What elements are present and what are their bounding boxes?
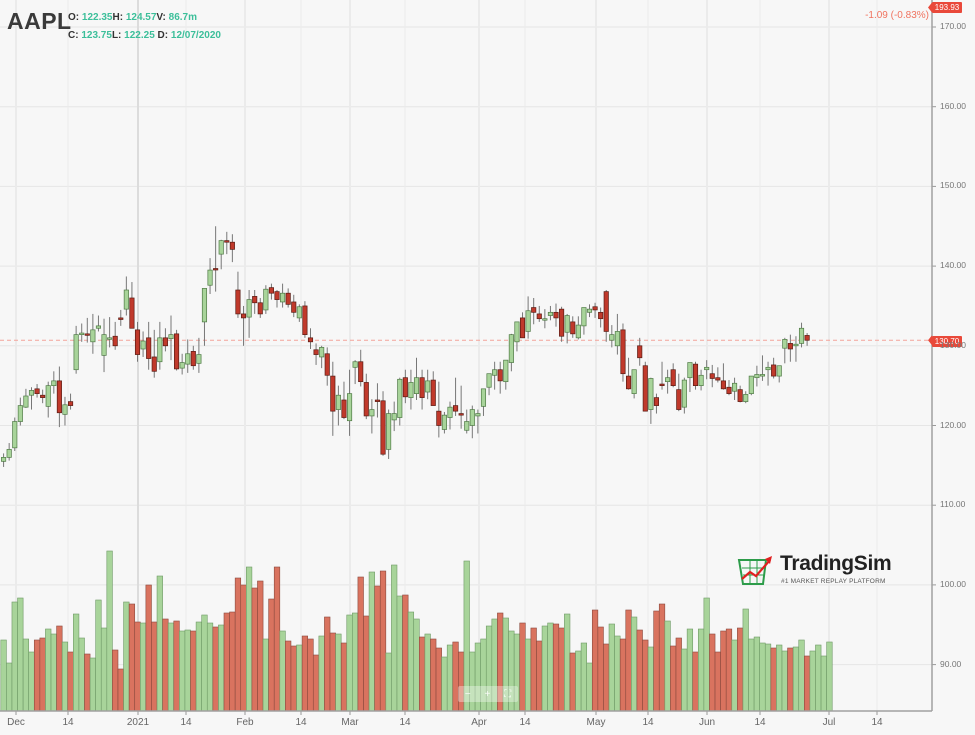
current-price-badge: 130.70 — [932, 336, 962, 347]
cart-chart-icon — [737, 556, 772, 585]
x-axis-label: May — [586, 717, 606, 728]
x-axis-label: 14 — [180, 717, 192, 728]
x-axis-label: Dec — [7, 717, 25, 728]
open-label: O: — [68, 12, 80, 23]
ohlc-row-1: O: 122.35H: 124.57V: 86.7m — [68, 12, 197, 23]
x-axis-label: 14 — [754, 717, 766, 728]
x-axis-label: 14 — [295, 717, 307, 728]
y-axis-label: 140.00 — [940, 260, 966, 271]
top-price-badge: 193.93 — [932, 2, 962, 13]
x-axis-label: 14 — [399, 717, 411, 728]
y-axis-label: 130.00 — [940, 339, 966, 350]
price-change: -1.09 (-0.83%) — [865, 10, 929, 21]
watermark-name: TradingSim — [780, 552, 892, 575]
high-label: H: — [112, 12, 124, 23]
low-label: L: — [111, 30, 122, 41]
x-axis-label: Jul — [822, 717, 836, 728]
x-axis-label: Jun — [698, 717, 716, 728]
watermark-tagline: #1 MARKET REPLAY PLATFORM — [781, 578, 886, 585]
x-axis-label: 14 — [62, 717, 74, 728]
ohlc-row-2: C: 123.75L: 122.25 D: 12/07/2020 — [68, 30, 221, 41]
x-axis-label: 2021 — [126, 717, 150, 728]
y-axis-label: 110.00 — [940, 499, 966, 510]
x-axis-label: 14 — [642, 717, 654, 728]
y-axis-label: 90.00 — [940, 658, 962, 669]
high-value: 124.57 — [125, 12, 157, 23]
date-value: 12/07/2020 — [170, 30, 221, 41]
tradingsim-watermark: TradingSim #1 MARKET REPLAY PLATFORM — [736, 552, 906, 588]
close-label: C: — [68, 30, 79, 41]
volume-label: V: — [156, 12, 166, 23]
zoom-out-button[interactable]: − — [464, 688, 471, 700]
date-label: D: — [157, 30, 169, 41]
y-axis-label: 120.00 — [940, 419, 966, 430]
volume-value: 86.7m — [168, 12, 198, 23]
low-value: 122.25 — [124, 30, 155, 41]
open-value: 122.35 — [81, 12, 113, 23]
zoom-reset-button[interactable]: ⛶ — [504, 688, 512, 700]
zoom-in-button[interactable]: + — [484, 688, 491, 700]
y-axis-label: 150.00 — [940, 180, 966, 191]
zoom-controls[interactable]: − + ⛶ — [458, 686, 518, 702]
x-axis-label: Feb — [236, 717, 254, 728]
x-axis-label: 14 — [519, 717, 531, 728]
x-axis-label: Apr — [471, 717, 487, 728]
y-axis-label: 100.00 — [940, 578, 966, 589]
y-axis-label: 170.00 — [940, 21, 966, 31]
ticker-symbol: AAPL — [7, 8, 72, 34]
close-value: 123.75 — [81, 30, 112, 41]
x-axis-label: 14 — [871, 717, 883, 728]
y-axis-label: 160.00 — [940, 100, 966, 111]
x-axis-label: Mar — [341, 717, 359, 728]
